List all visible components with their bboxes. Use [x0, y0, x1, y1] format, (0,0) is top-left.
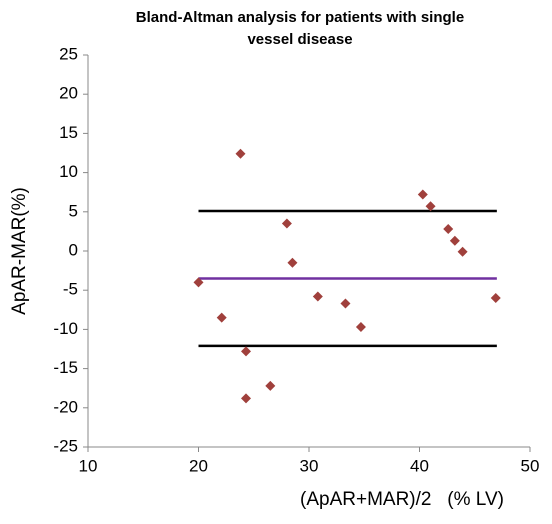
chart-title: vessel disease — [247, 31, 352, 48]
y-tick-label: 25 — [59, 44, 78, 63]
point — [312, 291, 323, 302]
point — [216, 312, 227, 323]
point — [241, 393, 252, 404]
point — [449, 235, 460, 246]
y-tick-label: -25 — [53, 436, 78, 455]
point — [417, 189, 428, 200]
point — [287, 257, 298, 268]
point — [425, 201, 436, 212]
y-tick-label: -5 — [63, 280, 78, 299]
point — [281, 218, 292, 229]
point — [241, 346, 252, 357]
point — [265, 380, 276, 391]
x-axis-label: (ApAR+MAR)/2 (% LV) — [300, 489, 504, 510]
x-tick-label: 10 — [79, 456, 98, 475]
y-tick-label: 10 — [59, 162, 78, 181]
y-tick-label: 15 — [59, 123, 78, 142]
point — [193, 277, 204, 288]
point — [457, 246, 468, 257]
y-tick-label: 0 — [69, 240, 78, 259]
point — [443, 224, 454, 235]
y-tick-label: -10 — [53, 319, 78, 338]
x-tick-label: 30 — [300, 456, 319, 475]
x-tick-label: 40 — [410, 456, 429, 475]
point — [235, 148, 246, 159]
y-tick-label: -20 — [53, 397, 78, 416]
point — [355, 322, 366, 333]
y-tick-label: 5 — [69, 201, 78, 220]
y-tick-label: -15 — [53, 358, 78, 377]
y-tick-label: 20 — [59, 84, 78, 103]
x-tick-label: 50 — [521, 456, 540, 475]
point — [340, 298, 351, 309]
x-tick-label: 20 — [189, 456, 208, 475]
chart-title: Bland-Altman analysis for patients with … — [136, 9, 464, 26]
point — [490, 293, 501, 304]
y-axis-label: ApAR-MAR(%) — [9, 187, 30, 315]
